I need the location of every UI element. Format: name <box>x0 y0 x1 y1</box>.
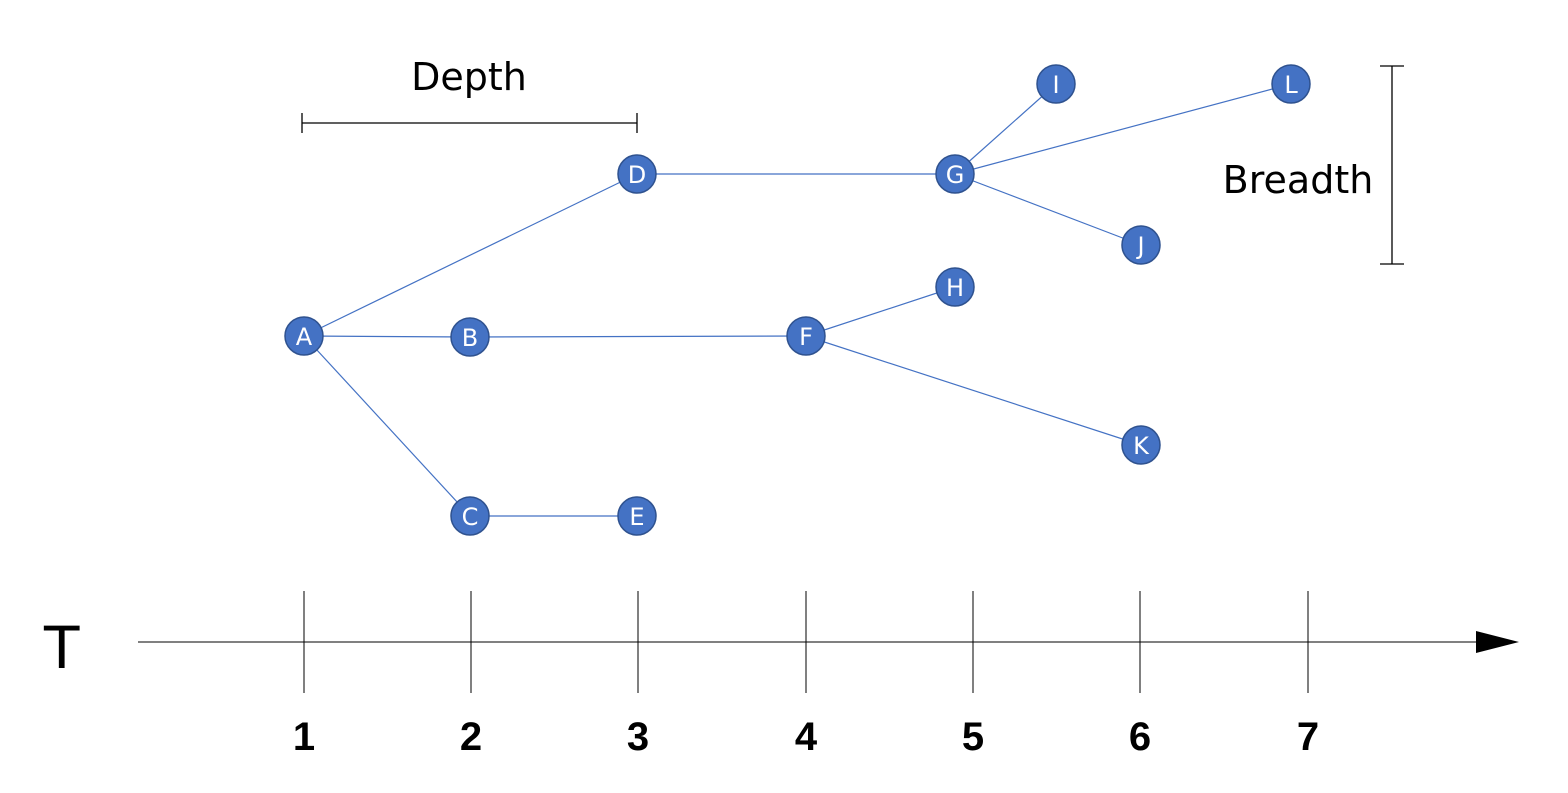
node-label: J <box>1135 232 1144 260</box>
node-label: H <box>946 274 964 302</box>
node-label: L <box>1284 71 1298 99</box>
tick-label-4: 4 <box>795 715 818 759</box>
nodes-layer: A B C D E F G H I J K L <box>284 64 1311 536</box>
node-b: B <box>450 317 490 357</box>
axis-title: T <box>43 614 80 682</box>
node-circle <box>617 496 657 536</box>
node-circle <box>935 154 975 194</box>
edge-g-l <box>954 83 1292 175</box>
node-g: G <box>935 154 975 194</box>
node-h: H <box>935 267 975 307</box>
node-circle <box>1121 225 1161 265</box>
depth-label: Depth <box>411 55 527 99</box>
node-c: C <box>450 496 490 536</box>
tick-label-7: 7 <box>1297 715 1319 759</box>
node-circle <box>1121 425 1161 465</box>
node-k: K <box>1121 425 1161 465</box>
node-f: F <box>786 316 826 356</box>
node-a: A <box>284 316 324 356</box>
node-label: E <box>629 503 644 531</box>
node-circle <box>935 267 975 307</box>
node-circle <box>617 154 657 194</box>
node-l: L <box>1271 64 1311 104</box>
node-circle <box>284 316 324 356</box>
node-d: D <box>617 154 657 194</box>
axis-arrowhead <box>1476 631 1519 653</box>
node-label: G <box>946 161 965 189</box>
tick-label-2: 2 <box>460 715 482 759</box>
depth-bracket <box>301 113 638 133</box>
breadth-label: Breadth <box>1223 158 1374 202</box>
node-i: I <box>1036 64 1076 104</box>
node-circle <box>1036 64 1076 104</box>
node-label: A <box>296 323 313 351</box>
node-j: J <box>1121 225 1161 265</box>
edge-a-d <box>303 173 638 337</box>
edge-g-j <box>954 173 1142 246</box>
node-label: F <box>799 323 813 351</box>
tick-label-3: 3 <box>627 715 649 759</box>
edge-a-c <box>303 335 471 517</box>
tick-label-1: 1 <box>293 715 315 759</box>
node-circle <box>786 316 826 356</box>
edge-b-f <box>469 335 807 338</box>
time-axis: 1 2 3 4 5 6 7 <box>138 591 1519 759</box>
node-circle <box>1271 64 1311 104</box>
tick-label-5: 5 <box>962 715 984 759</box>
node-label: I <box>1052 71 1059 99</box>
node-circle <box>450 496 490 536</box>
node-label: B <box>462 324 478 352</box>
breadth-bracket <box>1380 65 1404 265</box>
tick-label-6: 6 <box>1129 715 1151 759</box>
node-label: C <box>462 503 479 531</box>
edge-f-h <box>805 286 956 337</box>
edge-a-b <box>303 335 471 338</box>
node-label: K <box>1133 432 1150 460</box>
edge-g-i <box>954 83 1057 175</box>
node-e: E <box>617 496 657 536</box>
edge-f-k <box>805 335 1142 446</box>
node-circle <box>450 317 490 357</box>
edges-layer <box>303 83 1292 517</box>
node-label: D <box>628 161 646 189</box>
